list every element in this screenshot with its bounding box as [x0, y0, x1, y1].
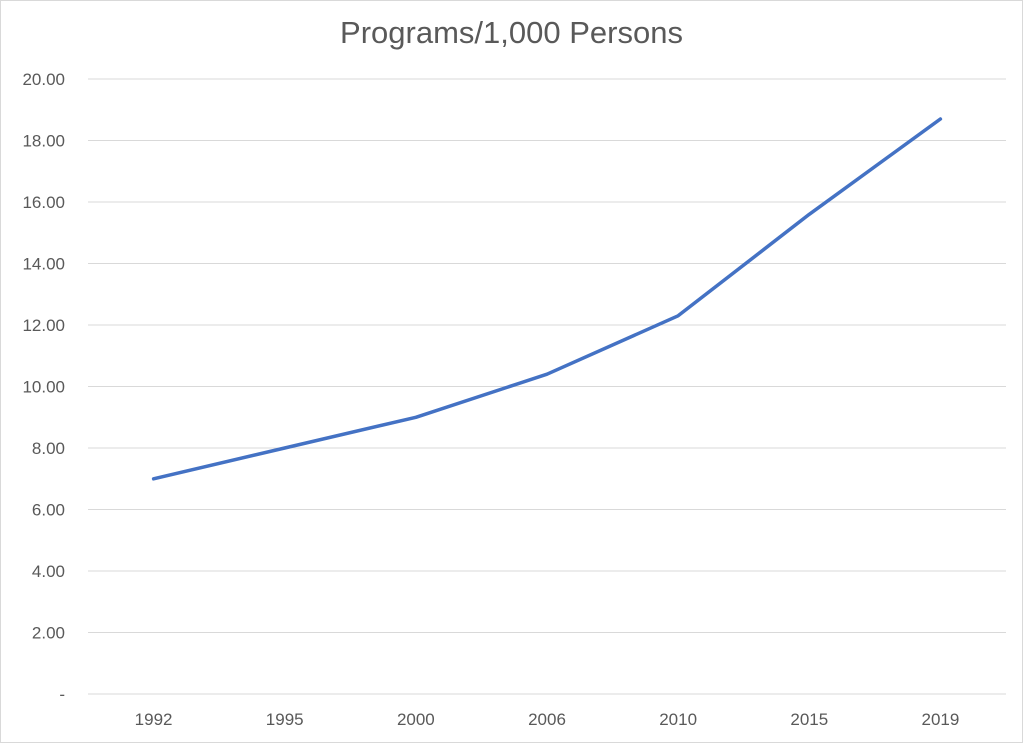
y-tick-label: 16.00 — [22, 193, 65, 212]
y-tick-label: 14.00 — [22, 255, 65, 274]
y-tick-label: 12.00 — [22, 316, 65, 335]
x-tick-label: 2006 — [528, 710, 566, 729]
x-tick-label: 1995 — [266, 710, 304, 729]
x-tick-label: 2015 — [790, 710, 828, 729]
y-tick-label: 10.00 — [22, 378, 65, 397]
y-tick-label: 6.00 — [32, 501, 65, 520]
y-tick-label: 2.00 — [32, 624, 65, 643]
x-tick-label: 2000 — [397, 710, 435, 729]
x-tick-label: 1992 — [135, 710, 173, 729]
y-tick-label: 20.00 — [22, 70, 65, 89]
x-tick-label: 2019 — [922, 710, 960, 729]
y-tick-label: 8.00 — [32, 439, 65, 458]
y-tick-label: 4.00 — [32, 562, 65, 581]
series-line — [151, 117, 943, 481]
x-tick-label: 2010 — [659, 710, 697, 729]
y-tick-label: 18.00 — [22, 132, 65, 151]
chart-title: Programs/1,000 Persons — [340, 15, 683, 50]
y-tick-label: - — [59, 685, 65, 704]
